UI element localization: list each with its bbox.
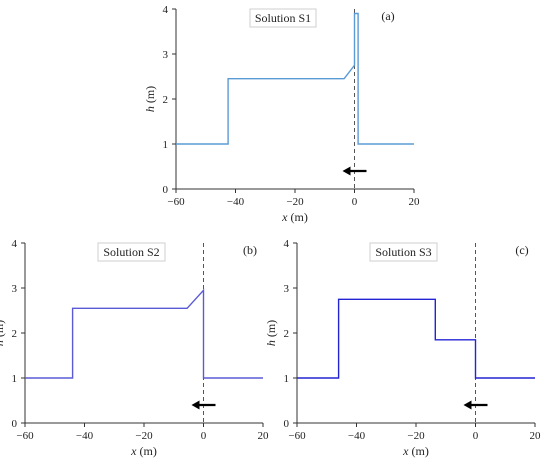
- x-tick-label: −40: [348, 430, 366, 442]
- x-tick-label: −20: [407, 430, 425, 442]
- x-tick-label: 20: [409, 196, 421, 208]
- y-axis-label: h (m): [0, 320, 6, 346]
- y-axis-unit: (m): [143, 86, 157, 106]
- arrow-head: [463, 400, 472, 410]
- x-axis-label: x (m): [130, 444, 157, 458]
- panel-title-box: [249, 8, 317, 28]
- x-tick-label: 20: [530, 430, 542, 442]
- y-tick-label: 1: [163, 139, 169, 151]
- arrow-head: [191, 400, 200, 410]
- x-axis-variable: x: [281, 210, 288, 224]
- flow-direction-arrow-icon: [191, 400, 216, 410]
- x-axis-unit: (m): [137, 444, 157, 458]
- y-tick-label: 1: [284, 373, 290, 385]
- y-tick-label: 3: [284, 283, 290, 295]
- flow-direction-arrow-icon: [463, 400, 488, 410]
- y-tick-label: 3: [163, 49, 169, 61]
- y-axis-label: h (m): [264, 320, 278, 346]
- x-tick-label: −40: [227, 196, 245, 208]
- y-tick-label: 2: [12, 328, 18, 340]
- y-tick-label: 1: [12, 373, 18, 385]
- x-axis-unit: (m): [288, 210, 308, 224]
- x-tick-label: 0: [352, 196, 358, 208]
- x-tick-label: −20: [286, 196, 304, 208]
- panel-label: (a): [381, 9, 394, 23]
- x-tick-label: −20: [135, 430, 153, 442]
- y-tick-label: 0: [12, 418, 18, 430]
- water-depth-line-0: [25, 288, 263, 379]
- panel-label: (b): [243, 243, 257, 257]
- y-axis-variable: h: [0, 340, 6, 346]
- x-tick-label: 0: [201, 430, 207, 442]
- water-depth-line-0: [176, 12, 414, 145]
- x-axis-variable: x: [402, 444, 409, 458]
- panel-title-box: [97, 242, 166, 262]
- water-depth-line-0: [297, 298, 535, 379]
- x-axis-unit: (m): [409, 444, 429, 458]
- y-tick-label: 0: [163, 184, 169, 196]
- y-axis-variable: h: [264, 340, 278, 346]
- x-tick-label: −40: [76, 430, 94, 442]
- x-tick-label: 20: [258, 430, 270, 442]
- y-axis-unit: (m): [0, 320, 6, 340]
- y-axis-variable: h: [143, 106, 157, 112]
- y-tick-label: 4: [12, 238, 18, 250]
- panel-label: (c): [515, 243, 528, 257]
- x-axis-label: x (m): [281, 210, 308, 224]
- x-tick-label: 0: [473, 430, 479, 442]
- y-axis-unit: (m): [264, 320, 278, 340]
- x-axis-variable: x: [130, 444, 137, 458]
- flow-direction-arrow-icon: [342, 166, 367, 176]
- x-tick-label: −60: [16, 430, 34, 442]
- y-tick-label: 2: [284, 328, 290, 340]
- panel-title-box: [369, 242, 438, 262]
- y-tick-label: 4: [284, 238, 290, 250]
- panel-title: Solution S2: [103, 245, 159, 259]
- y-tick-label: 2: [163, 94, 169, 106]
- x-tick-label: −60: [288, 430, 306, 442]
- y-tick-label: 3: [12, 283, 18, 295]
- arrow-head: [342, 166, 351, 176]
- x-tick-label: −60: [167, 196, 185, 208]
- y-axis-label: h (m): [143, 86, 157, 112]
- y-tick-label: 4: [163, 4, 169, 16]
- y-tick-label: 0: [284, 418, 290, 430]
- panel-title: Solution S1: [255, 11, 311, 25]
- panel-title: Solution S3: [375, 245, 431, 259]
- x-axis-label: x (m): [402, 444, 429, 458]
